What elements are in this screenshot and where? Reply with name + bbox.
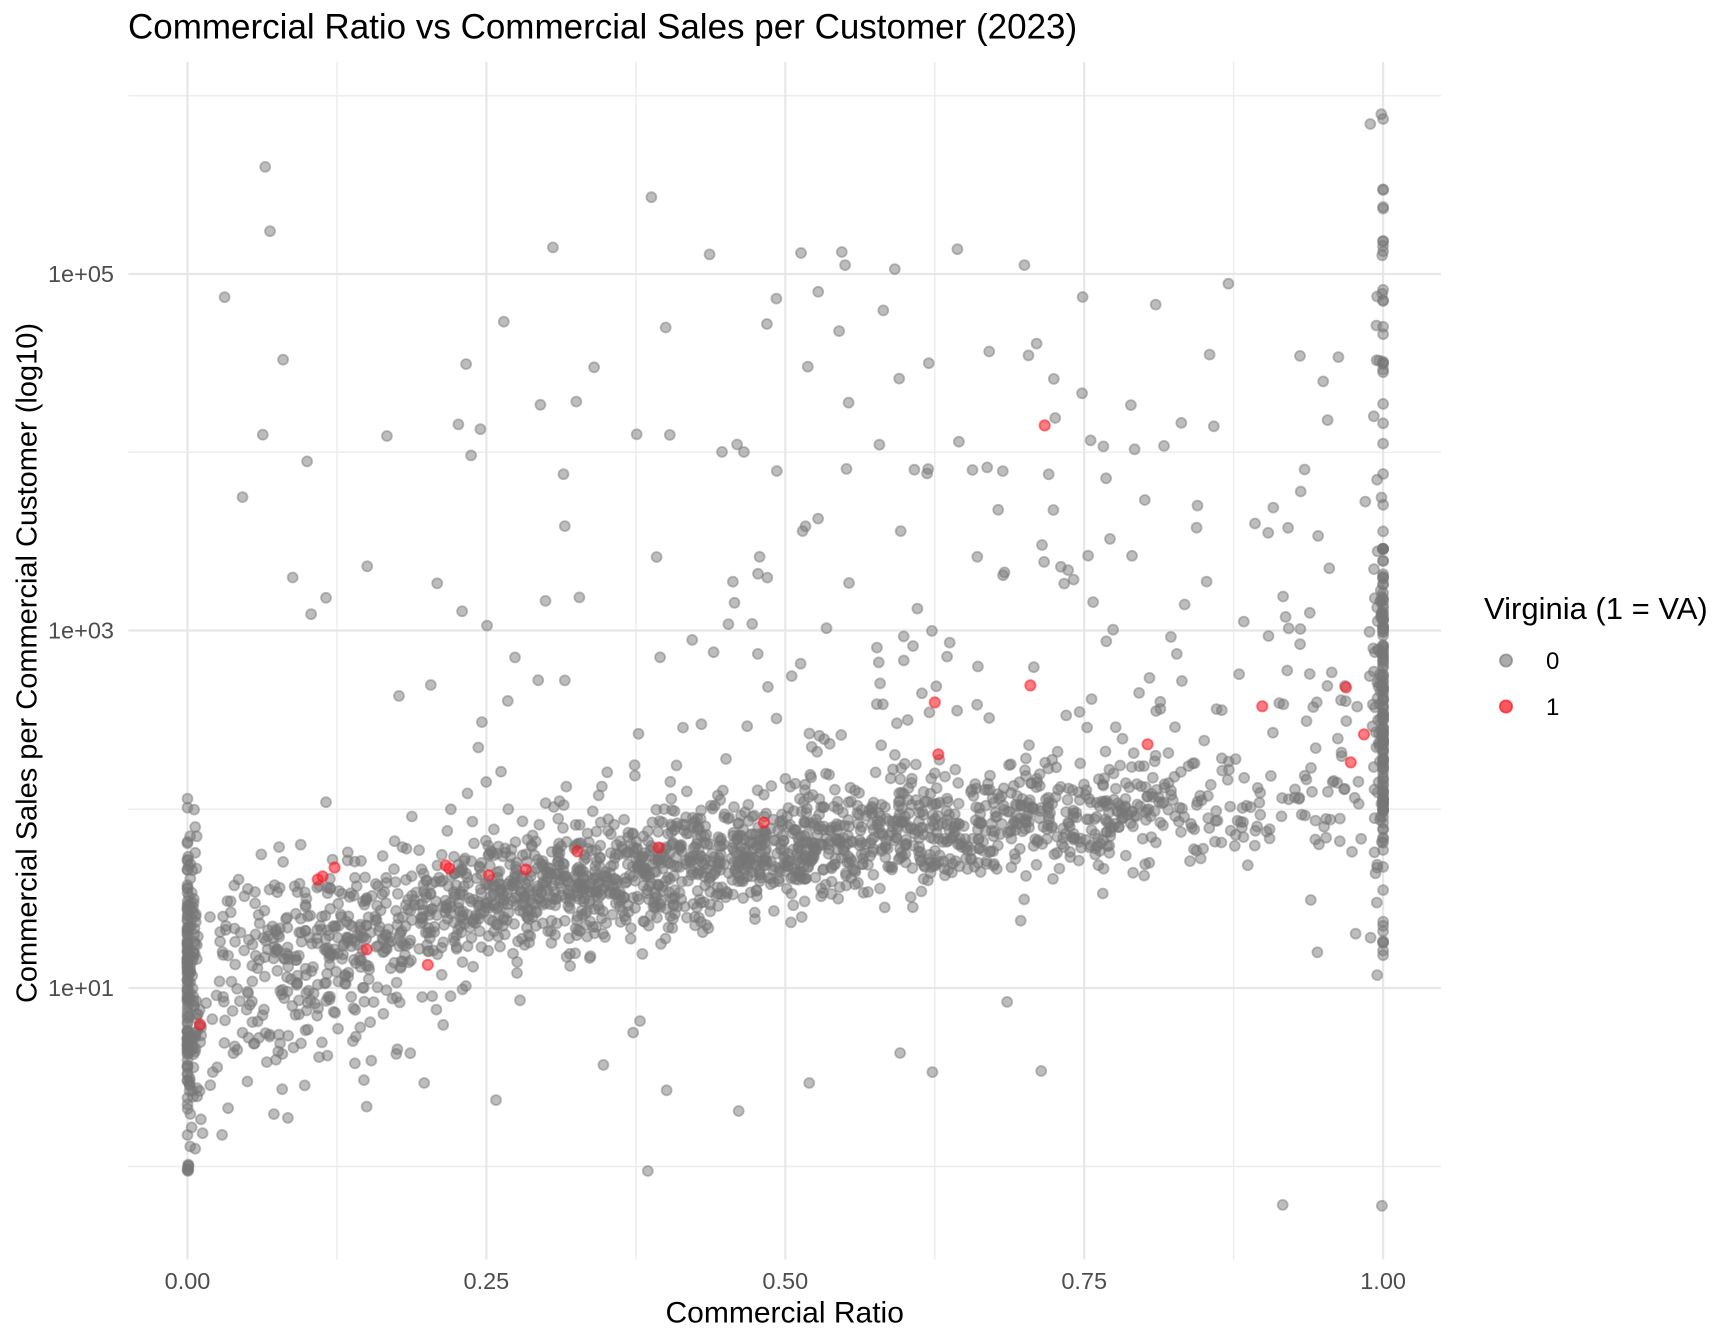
svg-text:1.00: 1.00 <box>1360 1268 1406 1294</box>
svg-text:1e+03: 1e+03 <box>48 617 114 643</box>
svg-text:0: 0 <box>1546 648 1559 675</box>
svg-text:1e+01: 1e+01 <box>48 975 114 1001</box>
svg-text:0.25: 0.25 <box>464 1268 510 1294</box>
svg-text:0.50: 0.50 <box>762 1268 808 1294</box>
svg-text:1e+05: 1e+05 <box>48 261 114 287</box>
svg-text:Commercial Ratio vs Commercial: Commercial Ratio vs Commercial Sales per… <box>128 8 1077 47</box>
svg-text:0.00: 0.00 <box>165 1268 211 1294</box>
svg-text:Commercial Ratio: Commercial Ratio <box>666 1297 904 1330</box>
svg-text:Virginia (1 = VA): Virginia (1 = VA) <box>1484 591 1708 626</box>
svg-text:0.75: 0.75 <box>1061 1268 1107 1294</box>
svg-text:1: 1 <box>1546 694 1559 721</box>
svg-text:Commercial Sales per Commercia: Commercial Sales per Commercial Customer… <box>12 323 44 1003</box>
